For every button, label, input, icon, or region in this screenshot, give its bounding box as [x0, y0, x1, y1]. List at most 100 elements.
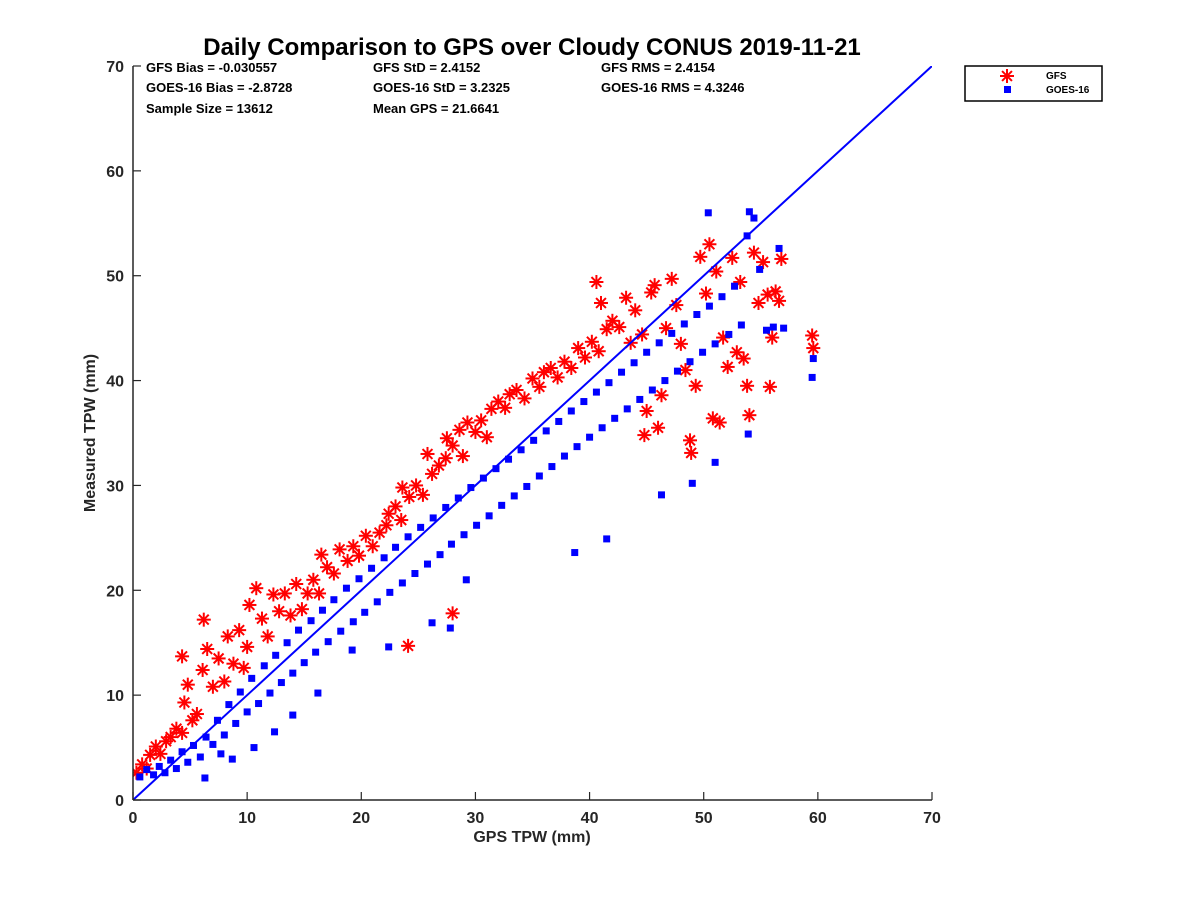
gfs-point	[736, 351, 751, 366]
gfs-point	[654, 388, 669, 403]
goes-point	[428, 619, 436, 627]
y-tick-label: 10	[106, 688, 124, 705]
goes-point	[318, 606, 326, 614]
gfs-point	[346, 539, 361, 554]
x-axis-ticks: 0 10 20 30 40 50 60 70	[129, 792, 941, 827]
gfs-point	[283, 608, 298, 623]
gfs-point	[185, 713, 200, 728]
legend-goes-label: GOES-16	[1046, 85, 1090, 96]
goes-point	[731, 282, 739, 290]
gfs-point	[564, 360, 579, 375]
gfs-point	[619, 290, 634, 305]
goes-point	[202, 733, 210, 741]
goes-point	[586, 433, 594, 441]
gfs-point	[438, 451, 453, 466]
gfs-point	[762, 379, 777, 394]
goes-point	[324, 638, 332, 646]
stat-sample-size: Sample Size = 13612	[146, 101, 273, 116]
gfs-point	[751, 295, 766, 310]
goes-point	[643, 348, 651, 356]
goes-point	[542, 427, 550, 435]
goes-point	[517, 446, 525, 454]
goes-point	[618, 368, 626, 376]
goes-point	[711, 458, 719, 466]
legend-gfs-marker	[1000, 69, 1014, 83]
gfs-point	[517, 391, 532, 406]
goes-point	[762, 326, 770, 334]
goes-point	[143, 766, 151, 774]
gfs-point	[180, 677, 195, 692]
gfs-point	[445, 606, 460, 621]
goes-point	[404, 533, 412, 541]
gfs-point	[326, 566, 341, 581]
gfs-point	[688, 378, 703, 393]
goes-point	[505, 455, 513, 463]
goes-point	[220, 731, 228, 739]
goes-point	[548, 463, 556, 471]
stat-goes-bias: GOES-16 Bias = -2.8728	[146, 80, 292, 95]
gfs-point	[774, 251, 789, 266]
gfs-point	[591, 344, 606, 359]
goes-point	[295, 626, 303, 634]
goes-point	[630, 359, 638, 367]
gfs-point	[612, 320, 627, 335]
goes-point	[688, 479, 696, 487]
gfs-point	[175, 725, 190, 740]
gfs-point	[249, 581, 264, 596]
goes-point	[485, 512, 493, 520]
gfs-point	[240, 639, 255, 654]
legend-gfs-asterisk	[1000, 69, 1014, 83]
gfs-point	[439, 431, 454, 446]
y-tick-label: 30	[106, 478, 124, 495]
gfs-point	[175, 649, 190, 664]
gfs-point	[684, 445, 699, 460]
goes-point	[530, 436, 538, 444]
goes-point	[196, 753, 204, 761]
gfs-point	[693, 249, 708, 264]
goes-point	[385, 643, 393, 651]
gfs-point	[148, 739, 163, 754]
gfs-point	[639, 403, 654, 418]
goes-point	[473, 521, 481, 529]
goes-point	[283, 639, 291, 647]
goes-point	[780, 324, 788, 332]
gfs-point	[220, 629, 235, 644]
goes-point	[711, 340, 719, 348]
goes-point	[535, 472, 543, 480]
gfs-point	[394, 513, 409, 528]
gfs-point	[409, 478, 424, 493]
goes-point	[255, 700, 263, 708]
goes-point	[277, 679, 285, 687]
gfs-point	[460, 415, 475, 430]
y-tick-label: 50	[106, 269, 124, 286]
goes-point	[368, 564, 376, 572]
gfs-point	[491, 394, 506, 409]
goes-point	[436, 551, 444, 559]
gfs-point	[498, 400, 513, 415]
gfs-point	[200, 642, 215, 657]
goes-point	[250, 744, 258, 752]
goes-point	[467, 484, 475, 492]
stat-mean-gps: Mean GPS = 21.6641	[373, 101, 499, 116]
goes-point	[598, 424, 606, 432]
goes-point	[361, 608, 369, 616]
gfs-point	[195, 662, 210, 677]
gfs-point	[143, 747, 158, 762]
gfs-point	[474, 413, 489, 428]
goes-point	[373, 598, 381, 606]
gfs-point	[468, 424, 483, 439]
gfs-point	[189, 707, 204, 722]
gfs-point	[746, 245, 761, 260]
goes-point	[725, 330, 733, 338]
gfs-point	[332, 542, 347, 557]
goes-point	[184, 758, 192, 766]
gfs-point	[635, 327, 650, 342]
stat-gfs-rms: GFS RMS = 2.4154	[601, 60, 716, 75]
stat-goes-rms: GOES-16 RMS = 4.3246	[601, 80, 744, 95]
goes-point	[718, 293, 726, 301]
gfs-point	[260, 629, 275, 644]
gfs-point	[401, 638, 416, 653]
gfs-point	[232, 623, 247, 638]
goes-point	[737, 321, 745, 329]
goes-point	[342, 584, 350, 592]
